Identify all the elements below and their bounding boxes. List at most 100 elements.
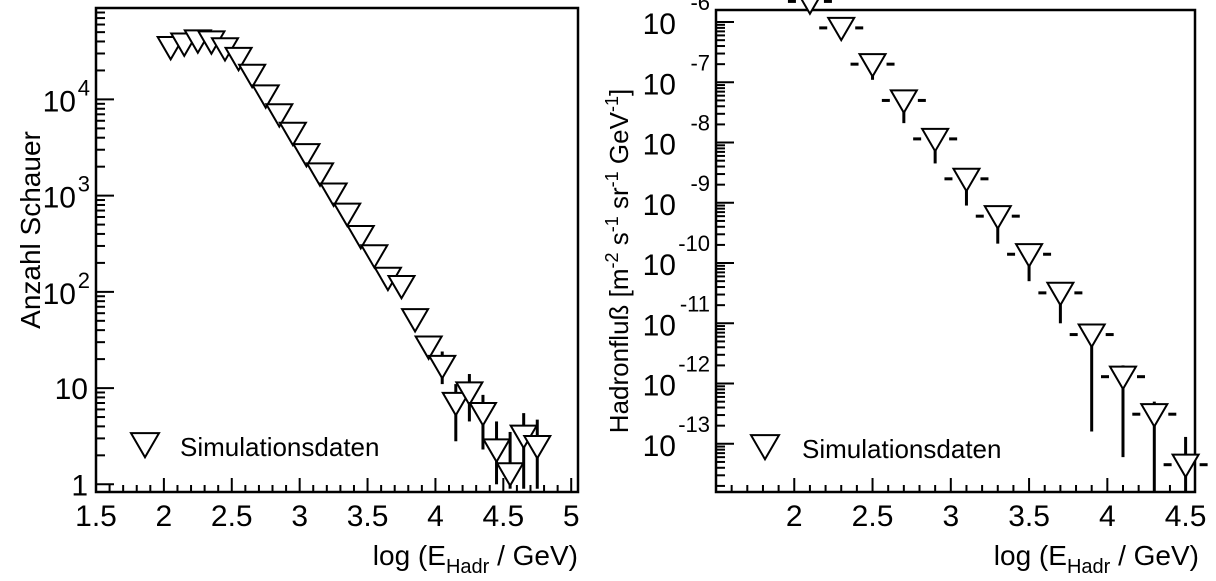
y-axis-label-part: ] <box>604 89 634 96</box>
y-tick-exponent: -10 <box>678 231 710 256</box>
data-point <box>495 462 525 488</box>
data-point <box>983 205 1013 231</box>
x-axis-label-main: log (E <box>994 540 1067 571</box>
x-tick-label: 3.5 <box>347 500 389 533</box>
legend-marker <box>129 432 161 460</box>
x-axis-label-sub: Hadr <box>446 556 490 578</box>
data-point <box>400 308 430 334</box>
data-point <box>346 225 376 251</box>
data-point <box>889 89 919 115</box>
data-point <box>1076 323 1107 349</box>
left-plot-frame <box>94 6 580 494</box>
y-tick-label: 10 <box>43 182 76 215</box>
y-axis-label-exponent: -1 <box>602 171 622 187</box>
data-point <box>920 127 950 154</box>
data-point <box>332 202 362 228</box>
right-plot-frame <box>714 8 1197 494</box>
y-axis-label: Anzahl Schauer <box>15 131 46 329</box>
y-tick-label: 10 <box>643 370 676 403</box>
data-point <box>441 391 471 418</box>
x-axis-label-sub: Hadr <box>1067 556 1111 578</box>
legend-marker <box>749 434 781 462</box>
y-tick-exponent: -7 <box>690 50 710 75</box>
y-tick-exponent: -12 <box>678 352 710 377</box>
y-tick-label: 10 <box>643 430 676 463</box>
data-point <box>1045 281 1076 308</box>
y-tick-exponent: -11 <box>680 291 710 316</box>
x-tick-label: 4 <box>427 500 444 533</box>
y-tick-label: 10 <box>643 68 676 101</box>
x-tick-label: 3.5 <box>1008 500 1050 533</box>
y-tick-label: 10 <box>43 85 76 118</box>
data-point <box>857 53 888 79</box>
y-axis-label-part: s <box>604 232 634 252</box>
y-axis-label-part: sr <box>604 187 634 216</box>
y-axis-label-exponent: -1 <box>602 96 622 112</box>
y-tick-exponent: -8 <box>690 111 710 136</box>
x-tick-label: 1.5 <box>75 500 117 533</box>
x-tick-label: 3 <box>942 500 959 533</box>
x-axis-label: log (EHadr / GeV) <box>994 540 1199 578</box>
x-tick-label: 5 <box>563 500 580 533</box>
data-point <box>427 354 457 381</box>
y-tick-label: 10 <box>643 129 676 162</box>
data-point <box>1139 403 1170 429</box>
y-axis-label-exponent: -1 <box>602 216 622 232</box>
legend-label: Simulationsdaten <box>180 432 379 462</box>
data-point <box>278 121 308 148</box>
data-point <box>413 335 444 361</box>
x-tick-label: 2 <box>786 500 803 533</box>
y-tick-label: 10 <box>643 8 676 41</box>
y-tick-label: 10 <box>643 249 676 282</box>
y-tick-exponent: -13 <box>678 412 710 437</box>
y-axis-label-exponent: -2 <box>602 252 622 268</box>
x-tick-label: 2.5 <box>852 500 894 533</box>
data-point <box>359 244 390 270</box>
legend-label: Simulationsdaten <box>802 434 1001 464</box>
y-tick-exponent: 2 <box>78 268 90 293</box>
x-tick-label: 3 <box>291 500 308 533</box>
right-plot: 2 2.5 3 3.5 4 4.510-610-710-810-910-1010-1110… <box>602 0 1208 578</box>
x-axis-label: log (EHadr / GeV) <box>373 540 578 578</box>
y-tick-exponent: 3 <box>78 172 90 197</box>
data-point <box>1108 365 1138 391</box>
y-tick-exponent: -6 <box>690 0 710 15</box>
data-point <box>386 274 417 301</box>
x-axis-label-main: log (E <box>373 540 446 571</box>
data-point <box>264 103 295 129</box>
x-tick-label: 4.5 <box>482 500 524 533</box>
data-point <box>481 438 512 464</box>
y-tick-label: 10 <box>643 309 676 342</box>
data-point <box>522 434 553 461</box>
data-point <box>237 63 267 90</box>
y-tick-label: 10 <box>43 278 76 311</box>
x-tick-label: 2.5 <box>211 500 253 533</box>
x-tick-label: 4 <box>1099 500 1116 533</box>
data-point <box>1170 453 1201 479</box>
data-point <box>250 84 281 110</box>
y-axis-label: Hadronfluß [m-2 s-1 sr-1 GeV-1] <box>602 89 634 433</box>
data-point <box>291 143 322 169</box>
data-point <box>1014 243 1044 269</box>
data-point <box>318 182 349 208</box>
x-axis-label-tail: / GeV) <box>1110 540 1199 571</box>
x-tick-label: 2 <box>156 500 173 533</box>
y-tick-exponent: -9 <box>690 171 710 196</box>
data-point <box>305 162 335 188</box>
data-point <box>951 167 982 194</box>
data-point <box>454 381 485 407</box>
x-axis-label-tail: / GeV) <box>489 540 578 571</box>
y-tick-label: 10 <box>55 373 88 406</box>
y-tick-label: 10 <box>643 189 676 222</box>
y-tick-label: 1 <box>71 469 88 502</box>
x-tick-label: 4.5 <box>1165 500 1207 533</box>
y-axis-label-part: Hadronfluß [m <box>604 268 634 433</box>
data-point <box>800 0 820 16</box>
data-point <box>468 402 498 428</box>
y-tick-exponent: 4 <box>78 75 90 100</box>
data-point <box>826 16 856 43</box>
y-axis-label-part: GeV <box>604 111 634 171</box>
data-point <box>223 46 254 73</box>
